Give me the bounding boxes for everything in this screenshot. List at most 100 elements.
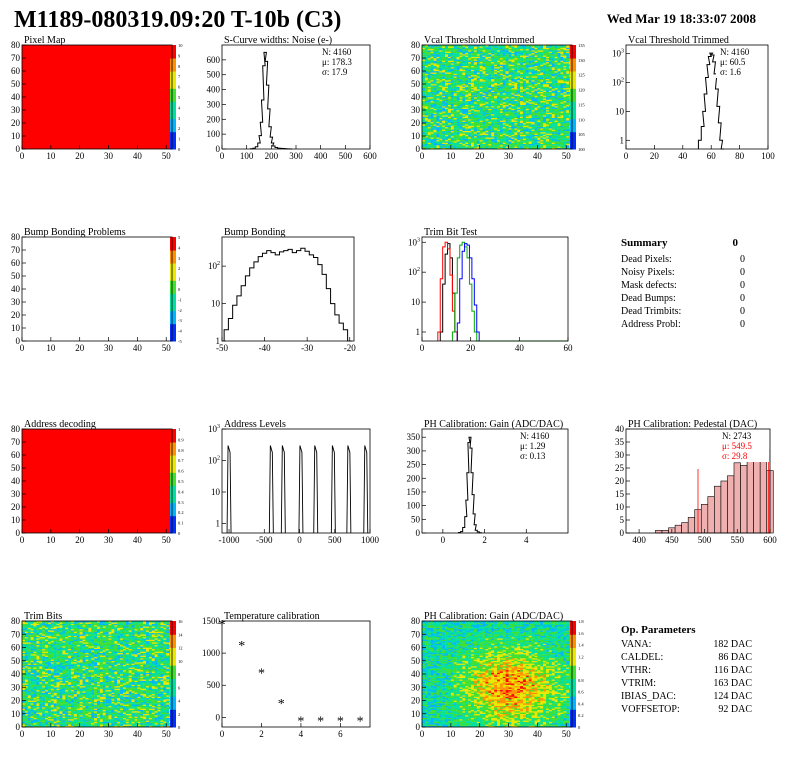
vcal-untrimmed-cell <box>505 146 509 148</box>
vcal-untrimmed-cell <box>450 78 454 81</box>
vcal-untrimmed-cell <box>499 142 503 144</box>
vcal-untrimmed-cell <box>471 51 475 53</box>
vcal-untrimmed-cell <box>522 72 527 74</box>
vcal-untrimmed-cell <box>430 139 434 142</box>
vcal-untrimmed-cell <box>551 61 555 64</box>
vcal-untrimmed-cell <box>456 133 460 135</box>
vcal-untrimmed-cell <box>560 60 564 63</box>
vcal-untrimmed-cell <box>442 54 446 56</box>
vcal-untrimmed-cell <box>459 126 463 129</box>
vcal-untrimmed-cell <box>525 76 529 78</box>
vcal-untrimmed-cell <box>491 115 495 117</box>
vcal-untrimmed-cell <box>497 84 501 86</box>
vcal-untrimmed-cell <box>427 116 431 118</box>
vcal-untrimmed-cell <box>511 117 515 120</box>
vcal-untrimmed-cell <box>488 91 492 94</box>
vcal-trimmed-ytick-label: 1 <box>620 135 625 145</box>
vcal-untrimmed-cell <box>427 119 431 121</box>
vcal-untrimmed-cell <box>422 89 426 91</box>
vcal-untrimmed-cell <box>482 64 486 66</box>
noise-stats-box <box>318 46 369 78</box>
vcal-untrimmed-cell <box>422 133 426 135</box>
vcal-untrimmed-cell <box>447 58 452 60</box>
vcal-untrimmed-cell <box>479 64 483 66</box>
vcal-untrimmed-cell <box>560 51 564 53</box>
vcal-untrimmed-cell <box>436 143 440 146</box>
vcal-untrimmed-cell <box>537 50 541 52</box>
vcal-untrimmed-cell <box>528 73 532 76</box>
vcal-untrimmed-cell <box>445 50 449 52</box>
trim-bits-cell <box>151 723 155 725</box>
address-decoding-xtick-label: 40 <box>133 535 143 545</box>
vcal-untrimmed-cell <box>485 47 489 50</box>
vcal-untrimmed-cell <box>430 72 434 74</box>
vcal-untrimmed-cell <box>517 102 521 104</box>
vcal-untrimmed-cell <box>427 139 431 142</box>
vcal-untrimmed-cell <box>485 112 489 115</box>
address-decoding-xtick-label: 0 <box>20 535 25 545</box>
vcal-untrimmed-cell <box>485 117 489 120</box>
vcal-untrimmed-cell <box>465 67 469 69</box>
vcal-untrimmed-cell <box>491 77 495 79</box>
vcal-untrimmed-cell <box>505 71 509 73</box>
vcal-untrimmed-palette-cell <box>570 136 576 141</box>
vcal-untrimmed-cell <box>508 120 512 122</box>
vcal-untrimmed-cell <box>514 100 518 103</box>
vcal-untrimmed-cell <box>430 93 434 95</box>
vcal-untrimmed-cell <box>505 128 509 130</box>
trim-bits-cell <box>125 719 129 721</box>
vcal-untrimmed-cell <box>442 85 446 87</box>
vcal-untrimmed-cell <box>543 67 547 69</box>
vcal-untrimmed-cell <box>462 45 466 47</box>
vcal-untrimmed-cell <box>491 61 495 64</box>
vcal-untrimmed-cell <box>505 103 509 105</box>
vcal-untrimmed-cell <box>522 52 527 55</box>
vcal-untrimmed-cell <box>525 84 529 86</box>
trim-bits-cell <box>76 725 80 728</box>
vcal-untrimmed-cell <box>422 97 426 99</box>
trim-bits-cell <box>56 720 60 722</box>
vcal-untrimmed-cell <box>499 103 503 105</box>
vcal-untrimmed-cell <box>554 77 558 79</box>
vcal-untrimmed-cell <box>557 97 561 99</box>
vcal-untrimmed-cell <box>482 137 486 139</box>
vcal-untrimmed-cell <box>540 64 544 66</box>
vcal-untrimmed-cell <box>473 78 478 81</box>
vcal-untrimmed-cell <box>505 104 509 107</box>
vcal-untrimmed-cell <box>494 125 498 128</box>
vcal-untrimmed-cell <box>499 67 503 69</box>
vcal-untrimmed-cell <box>560 132 564 134</box>
vcal-untrimmed-cell <box>520 146 524 148</box>
vcal-untrimmed-cell <box>560 84 564 86</box>
vcal-untrimmed-cell <box>471 138 475 141</box>
vcal-untrimmed-cell <box>476 126 480 129</box>
vcal-untrimmed-cell <box>471 46 475 48</box>
vcal-untrimmed-cell <box>445 146 449 148</box>
vcal-untrimmed-cell <box>439 117 443 120</box>
vcal-untrimmed-cell <box>563 130 567 133</box>
vcal-untrimmed-cell <box>554 56 558 59</box>
vcal-untrimmed-cell <box>560 110 564 112</box>
vcal-untrimmed-cell <box>522 94 527 96</box>
vcal-untrimmed-cell <box>427 51 431 53</box>
vcal-untrimmed-cell <box>473 56 478 59</box>
vcal-untrimmed-cell <box>453 123 457 125</box>
vcal-untrimmed-cell <box>445 58 449 60</box>
vcal-untrimmed-cell <box>522 112 527 115</box>
vcal-untrimmed-cell <box>537 124 541 126</box>
vcal-untrimmed-cell <box>436 132 440 134</box>
vcal-untrimmed-cell <box>491 141 495 143</box>
vcal-untrimmed-cell <box>479 107 483 109</box>
vcal-untrimmed-cell <box>491 94 495 96</box>
vcal-untrimmed-cell <box>514 54 518 56</box>
address-decoding-palette-cell <box>170 459 176 465</box>
vcal-untrimmed-cell <box>436 128 440 130</box>
vcal-untrimmed-cell <box>456 125 460 128</box>
vcal-untrimmed-cell <box>473 138 478 141</box>
vcal-untrimmed-cell <box>566 47 570 50</box>
vcal-untrimmed-cell <box>534 98 538 100</box>
trim-bits-cell <box>120 724 124 726</box>
vcal-untrimmed-cell <box>465 85 469 87</box>
ph-pedestal-bar <box>720 480 728 534</box>
